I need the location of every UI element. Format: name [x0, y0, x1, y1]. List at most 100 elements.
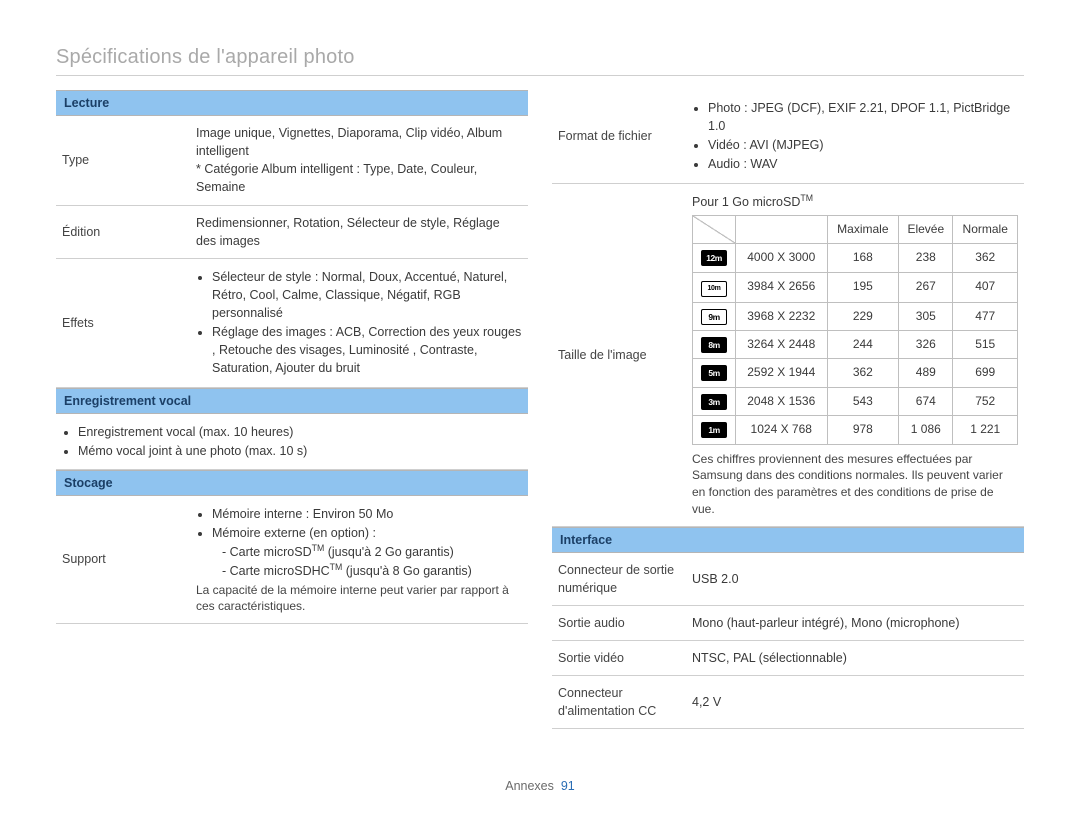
value-cell: 543 [827, 387, 899, 415]
value-cell: 477 [953, 302, 1018, 330]
format-table: Format de fichier Photo : JPEG (DCF), EX… [552, 90, 1024, 527]
spec-value: Mono (haut-parleur intégré), Mono (micro… [686, 605, 1024, 640]
table-row: Édition Redimensionner, Rotation, Sélect… [56, 205, 528, 258]
size-icon: 12m [701, 250, 727, 266]
value-cell: 407 [953, 272, 1018, 302]
table-row: Support Mémoire interne : Environ 50 Mo … [56, 496, 528, 624]
spec-value: 4,2 V [686, 676, 1024, 729]
size-icon: 1m [701, 422, 727, 438]
sub-item: Carte microSDTM (jusqu'à 2 Go garantis) [230, 545, 454, 559]
spec-key: Sortie vidéo [552, 641, 686, 676]
resolution-cell: 1024 X 768 [736, 416, 828, 444]
value-cell: 674 [899, 387, 953, 415]
col-head: Elevée [899, 215, 953, 243]
resolution-cell: 3968 X 2232 [736, 302, 828, 330]
subhead: Pour 1 Go microSDTM [692, 192, 1018, 211]
list-item: Enregistrement vocal (max. 10 heures) [78, 423, 522, 441]
enreg-table: Enregistrement vocal (max. 10 heures) Mé… [56, 414, 528, 470]
spec-key: Type [56, 116, 190, 205]
resolution-cell: 2592 X 1944 [736, 359, 828, 387]
size-icon-cell: 3m [693, 387, 736, 415]
spec-key: Édition [56, 205, 190, 258]
value-cell: 267 [899, 272, 953, 302]
size-icon: 5m [701, 365, 727, 381]
value-cell: 305 [899, 302, 953, 330]
table-row: 9m 3968 X 2232229305477 [693, 302, 1018, 330]
spec-value: NTSC, PAL (sélectionnable) [686, 641, 1024, 676]
value-cell: 229 [827, 302, 899, 330]
list-item: Mémo vocal joint à une photo (max. 10 s) [78, 442, 522, 460]
col-head: Normale [953, 215, 1018, 243]
size-table: Maximale Elevée Normale 12m4000 X 300016… [692, 215, 1018, 445]
size-icon-cell: 8m [693, 330, 736, 358]
diag-cell [693, 215, 736, 243]
list-item: Mémoire externe (en option) : - Carte mi… [212, 524, 522, 581]
interface-table: Connecteur de sortie numériqueUSB 2.0 So… [552, 553, 1024, 730]
footer-label: Annexes [505, 779, 554, 793]
value-cell: 699 [953, 359, 1018, 387]
table-row: 5m2592 X 1944362489699 [693, 359, 1018, 387]
table-row: Type Image unique, Vignettes, Diaporama,… [56, 116, 528, 205]
table-row: 12m4000 X 3000168238362 [693, 244, 1018, 272]
size-icon: 9m [701, 309, 727, 325]
list-item: Réglage des images : ACB, Correction des… [212, 323, 522, 377]
table-row: Effets Sélecteur de style : Normal, Doux… [56, 258, 528, 387]
sub-item: Carte microSDHCTM (jusqu'à 8 Go garantis… [230, 564, 472, 578]
value-cell: 978 [827, 416, 899, 444]
section-header-interface: Interface [552, 527, 1024, 553]
spec-key: Connecteur de sortie numérique [552, 553, 686, 606]
spec-value: USB 2.0 [686, 553, 1024, 606]
table-row: 3m2048 X 1536543674752 [693, 387, 1018, 415]
table-row: Connecteur d'alimentation CC4,2 V [552, 676, 1024, 729]
page-number: 91 [561, 779, 575, 793]
note-text: Ces chiffres proviennent des mesures eff… [692, 451, 1018, 518]
table-row: 8m 3264 X 2448244326515 [693, 330, 1018, 358]
value-cell: 195 [827, 272, 899, 302]
size-icon-cell: 5m [693, 359, 736, 387]
value-cell: 326 [899, 330, 953, 358]
list-item: Audio : WAV [708, 155, 1018, 173]
resolution-cell: 3264 X 2448 [736, 330, 828, 358]
size-icon-cell: 9m [693, 302, 736, 330]
spec-value: Mémoire interne : Environ 50 Mo Mémoire … [190, 496, 528, 624]
value-cell: 238 [899, 244, 953, 272]
table-row: Format de fichier Photo : JPEG (DCF), EX… [552, 90, 1024, 183]
section-header-lecture: Lecture [56, 90, 528, 116]
resolution-cell: 3984 X 2656 [736, 272, 828, 302]
table-row: Sortie audioMono (haut-parleur intégré),… [552, 605, 1024, 640]
footer: Annexes 91 [0, 779, 1080, 793]
value-cell: 244 [827, 330, 899, 358]
spec-key: Format de fichier [552, 90, 686, 183]
list-item: Mémoire interne : Environ 50 Mo [212, 505, 522, 523]
value-cell: 752 [953, 387, 1018, 415]
list-item: Photo : JPEG (DCF), EXIF 2.21, DPOF 1.1,… [708, 99, 1018, 135]
spec-key: Connecteur d'alimentation CC [552, 676, 686, 729]
stockage-table: Support Mémoire interne : Environ 50 Mo … [56, 496, 528, 624]
value-cell: 1 086 [899, 416, 953, 444]
spec-key: Support [56, 496, 190, 624]
list-item: Vidéo : AVI (MJPEG) [708, 136, 1018, 154]
spec-value: Sélecteur de style : Normal, Doux, Accen… [190, 258, 528, 387]
size-icon-cell: 10m [693, 272, 736, 302]
size-icon-cell: 12m [693, 244, 736, 272]
col-res [736, 215, 828, 243]
table-row: Taille de l'image Pour 1 Go microSDTM Ma… [552, 183, 1024, 526]
left-column: Lecture Type Image unique, Vignettes, Di… [56, 90, 528, 729]
value-cell: 362 [953, 244, 1018, 272]
value-cell: 489 [899, 359, 953, 387]
spec-value: Redimensionner, Rotation, Sélecteur de s… [190, 205, 528, 258]
size-icon: 10m [701, 281, 727, 297]
section-header-enreg: Enregistrement vocal [56, 388, 528, 414]
spec-value: Photo : JPEG (DCF), EXIF 2.21, DPOF 1.1,… [686, 90, 1024, 183]
value-cell: 168 [827, 244, 899, 272]
note-text: La capacité de la mémoire interne peut v… [196, 582, 522, 616]
size-icon: 8m [701, 337, 727, 353]
list-item: Sélecteur de style : Normal, Doux, Accen… [212, 268, 522, 322]
value-cell: 1 221 [953, 416, 1018, 444]
value-cell: 515 [953, 330, 1018, 358]
table-row: Connecteur de sortie numériqueUSB 2.0 [552, 553, 1024, 606]
section-header-stockage: Stocage [56, 470, 528, 496]
spec-key: Sortie audio [552, 605, 686, 640]
table-row: Enregistrement vocal (max. 10 heures) Mé… [56, 414, 528, 470]
page-title: Spécifications de l'appareil photo [56, 46, 1024, 76]
